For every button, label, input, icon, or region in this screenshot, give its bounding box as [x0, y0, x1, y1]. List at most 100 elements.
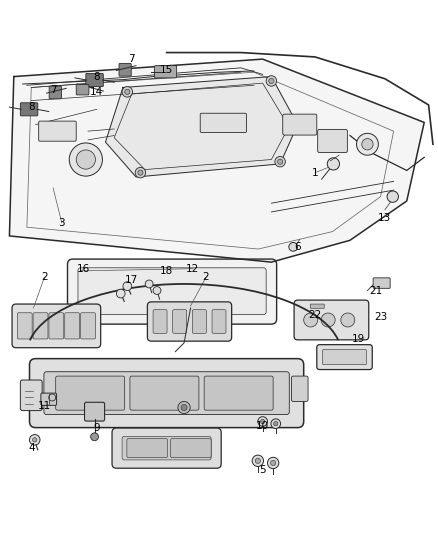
FancyBboxPatch shape	[170, 439, 211, 458]
Text: 21: 21	[370, 286, 383, 295]
FancyBboxPatch shape	[130, 376, 199, 410]
Text: 11: 11	[38, 401, 51, 411]
FancyBboxPatch shape	[322, 350, 367, 365]
Circle shape	[271, 461, 276, 466]
Text: 15: 15	[160, 65, 173, 75]
Text: 1: 1	[312, 168, 318, 177]
Text: 4: 4	[28, 443, 35, 453]
FancyBboxPatch shape	[33, 313, 48, 339]
Circle shape	[91, 433, 99, 441]
Circle shape	[252, 455, 264, 466]
Text: 3: 3	[59, 218, 65, 228]
FancyBboxPatch shape	[39, 121, 76, 141]
Circle shape	[69, 143, 102, 176]
Circle shape	[266, 76, 277, 86]
FancyBboxPatch shape	[20, 103, 38, 116]
FancyBboxPatch shape	[212, 310, 226, 333]
FancyBboxPatch shape	[76, 84, 89, 95]
Circle shape	[76, 150, 95, 169]
FancyBboxPatch shape	[317, 345, 372, 369]
Circle shape	[304, 313, 318, 327]
Circle shape	[122, 87, 133, 97]
Text: 14: 14	[90, 87, 103, 97]
Circle shape	[125, 89, 130, 94]
Circle shape	[135, 167, 146, 178]
Text: 10: 10	[256, 421, 269, 431]
FancyBboxPatch shape	[67, 259, 277, 324]
Circle shape	[269, 78, 274, 84]
FancyBboxPatch shape	[17, 313, 32, 339]
Text: 12: 12	[186, 264, 199, 273]
FancyBboxPatch shape	[78, 268, 266, 314]
FancyBboxPatch shape	[122, 437, 211, 460]
Circle shape	[357, 133, 378, 155]
FancyBboxPatch shape	[119, 63, 131, 76]
Text: 2: 2	[41, 272, 48, 282]
Text: 13: 13	[378, 214, 392, 223]
Text: 17: 17	[125, 274, 138, 285]
Text: 5: 5	[259, 465, 266, 474]
FancyBboxPatch shape	[204, 376, 273, 410]
FancyBboxPatch shape	[81, 313, 95, 339]
FancyBboxPatch shape	[65, 313, 80, 339]
FancyBboxPatch shape	[127, 439, 167, 458]
Text: 16: 16	[77, 264, 90, 273]
FancyBboxPatch shape	[318, 130, 347, 152]
Circle shape	[271, 419, 281, 429]
Polygon shape	[10, 59, 424, 262]
Text: 8: 8	[28, 102, 35, 112]
Circle shape	[255, 458, 261, 463]
Text: 7: 7	[50, 85, 57, 95]
Polygon shape	[106, 77, 297, 177]
Text: 22: 22	[308, 310, 321, 319]
Circle shape	[321, 313, 335, 327]
FancyBboxPatch shape	[154, 66, 177, 78]
Circle shape	[258, 417, 268, 426]
FancyBboxPatch shape	[148, 302, 232, 341]
FancyBboxPatch shape	[49, 86, 61, 99]
FancyBboxPatch shape	[173, 310, 187, 333]
Text: 9: 9	[93, 423, 100, 433]
Circle shape	[261, 419, 265, 424]
FancyBboxPatch shape	[29, 359, 304, 427]
FancyBboxPatch shape	[20, 380, 42, 410]
Circle shape	[387, 191, 399, 203]
FancyBboxPatch shape	[85, 402, 105, 421]
Circle shape	[178, 401, 190, 414]
FancyBboxPatch shape	[291, 376, 308, 401]
Circle shape	[181, 405, 187, 410]
Circle shape	[153, 287, 161, 294]
Text: 23: 23	[374, 312, 387, 322]
Circle shape	[341, 313, 355, 327]
FancyBboxPatch shape	[44, 372, 289, 415]
FancyBboxPatch shape	[56, 376, 125, 410]
Circle shape	[29, 434, 40, 445]
FancyBboxPatch shape	[49, 313, 64, 339]
FancyBboxPatch shape	[153, 310, 167, 333]
FancyBboxPatch shape	[41, 393, 57, 405]
FancyBboxPatch shape	[200, 113, 247, 133]
Text: 6: 6	[294, 242, 301, 252]
Circle shape	[145, 280, 153, 288]
Circle shape	[275, 157, 286, 167]
Text: 18: 18	[160, 266, 173, 276]
Circle shape	[289, 243, 297, 251]
FancyBboxPatch shape	[192, 310, 206, 333]
Circle shape	[117, 289, 125, 298]
Circle shape	[32, 438, 37, 442]
Circle shape	[123, 282, 132, 290]
Circle shape	[138, 170, 143, 175]
FancyBboxPatch shape	[283, 114, 317, 135]
Circle shape	[274, 422, 278, 426]
FancyBboxPatch shape	[310, 304, 324, 309]
FancyBboxPatch shape	[294, 300, 369, 340]
Circle shape	[327, 158, 339, 170]
Text: 19: 19	[352, 334, 365, 344]
Circle shape	[278, 159, 283, 164]
Circle shape	[268, 457, 279, 469]
FancyBboxPatch shape	[12, 304, 101, 348]
FancyBboxPatch shape	[112, 428, 221, 468]
Circle shape	[362, 139, 373, 150]
Text: 7: 7	[128, 54, 135, 64]
Text: 8: 8	[93, 71, 100, 82]
